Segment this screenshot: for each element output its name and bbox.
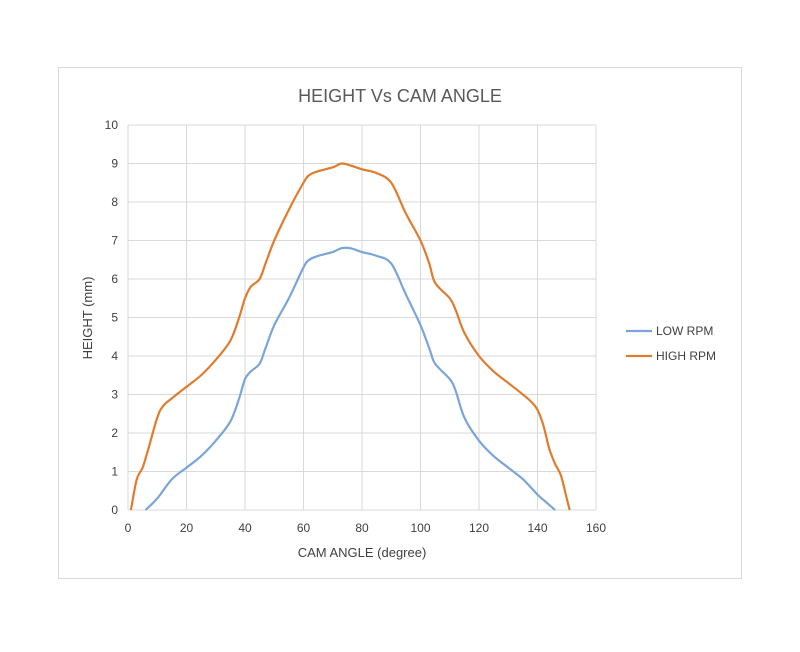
y-tick-label: 7 <box>111 234 118 248</box>
x-tick-label: 20 <box>180 521 194 535</box>
y-tick-label: 9 <box>111 157 118 171</box>
x-tick-label: 120 <box>469 521 489 535</box>
x-tick-label: 140 <box>527 521 547 535</box>
x-tick-label: 0 <box>125 521 132 535</box>
legend-label-high-rpm: HIGH RPM <box>656 349 716 363</box>
x-axis-label: CAM ANGLE (degree) <box>298 545 427 560</box>
x-tick-label: 60 <box>297 521 311 535</box>
y-axis-label: HEIGHT (mm) <box>80 277 95 360</box>
y-tick-label: 2 <box>111 426 118 440</box>
series-line-low-rpm <box>144 246 556 511</box>
y-tick-label: 1 <box>111 465 118 479</box>
y-tick-label: 6 <box>111 272 118 286</box>
y-tick-label: 10 <box>105 118 119 132</box>
y-tick-label: 8 <box>111 195 118 209</box>
y-tick-label: 5 <box>111 311 118 325</box>
chart-title: HEIGHT Vs CAM ANGLE <box>298 86 502 106</box>
y-tick-label: 0 <box>111 503 118 517</box>
x-tick-label: 40 <box>238 521 252 535</box>
y-tick-label: 4 <box>111 349 118 363</box>
series-lines <box>129 162 571 511</box>
x-tick-label: 100 <box>410 521 430 535</box>
chart-frame <box>58 67 742 579</box>
x-tick-label: 80 <box>355 521 369 535</box>
y-tick-label: 3 <box>111 388 118 402</box>
series-line-high-rpm <box>129 162 571 511</box>
x-axis-ticks: 0 20 40 60 80 100 120 140 160 <box>125 521 607 535</box>
grid <box>127 124 597 511</box>
legend: LOW RPM HIGH RPM <box>626 324 716 363</box>
y-axis-ticks: 0 1 2 3 4 5 6 7 8 9 10 <box>105 118 119 517</box>
x-tick-label: 160 <box>586 521 606 535</box>
legend-label-low-rpm: LOW RPM <box>656 324 713 338</box>
